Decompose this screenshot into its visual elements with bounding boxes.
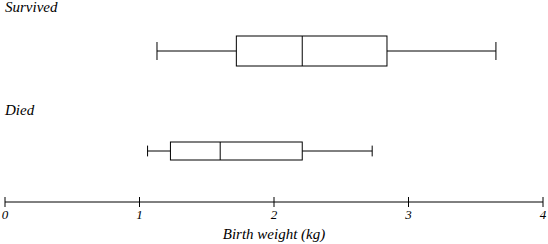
tick-label: 2 [271, 207, 278, 222]
whisker [157, 51, 236, 52]
median [302, 36, 303, 66]
box [170, 142, 302, 160]
group-label: Survived [5, 0, 58, 15]
box-plot [148, 142, 373, 160]
whisker-cap [495, 42, 496, 60]
tick-label: 4 [540, 207, 547, 222]
tick [274, 197, 275, 207]
box [236, 36, 387, 66]
tick-label: 3 [404, 207, 412, 222]
whisker [387, 51, 496, 52]
whisker [302, 151, 372, 152]
tick [139, 197, 140, 207]
x-axis-label: Birth weight (kg) [223, 226, 325, 243]
whisker-cap [372, 146, 373, 157]
median [220, 142, 221, 160]
tick [543, 197, 544, 207]
tick [408, 197, 409, 207]
tick [5, 197, 6, 207]
tick-label: 1 [136, 207, 143, 222]
tick-label: 0 [2, 207, 9, 222]
chart: Survived Died 0 1 2 3 4 Birth weight (kg) [0, 0, 548, 244]
group-label: Died [4, 102, 35, 118]
box-plot [157, 36, 496, 66]
plot-area [148, 36, 496, 160]
whisker [148, 151, 171, 152]
